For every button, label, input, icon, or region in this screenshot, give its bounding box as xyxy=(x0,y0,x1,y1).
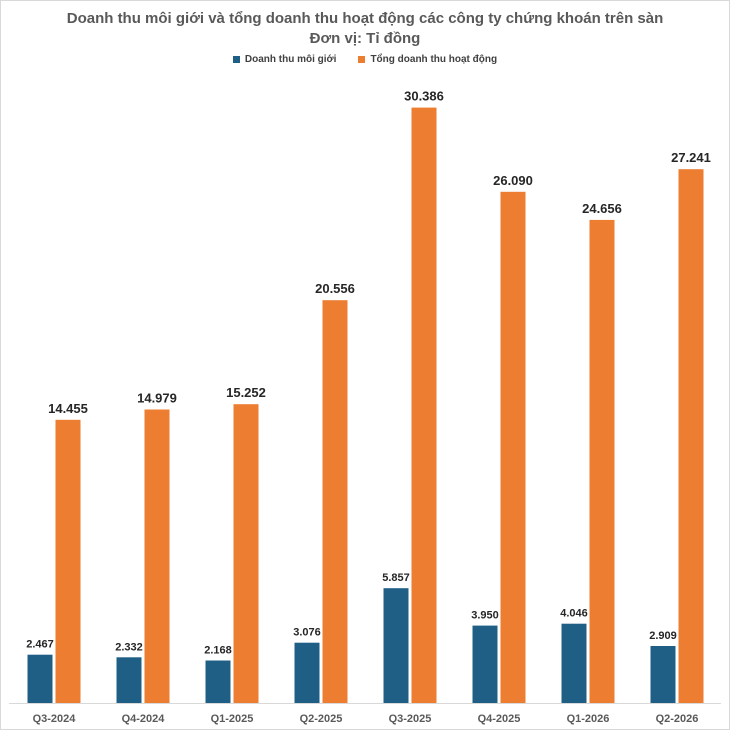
data-label-total-q4-2024: 14.979 xyxy=(137,391,177,406)
data-label-total-q2-2025: 20.556 xyxy=(315,281,355,296)
chart-legend: Doanh thu môi giới Tổng doanh thu hoạt đ… xyxy=(1,54,729,65)
bar-brokerage-q1-2026 xyxy=(561,623,587,703)
legend-item-brokerage: Doanh thu môi giới xyxy=(232,54,337,65)
bar-brokerage-q1-2025 xyxy=(205,660,231,703)
data-label-brokerage-q2-2025: 3.076 xyxy=(293,627,321,639)
data-label-brokerage-q4-2025: 3.950 xyxy=(471,610,499,622)
legend-label-total: Tổng doanh thu hoạt động xyxy=(370,54,498,65)
x-tick-label-q3-2025: Q3-2025 xyxy=(389,713,432,725)
bar-brokerage-q3-2024 xyxy=(27,654,53,703)
data-label-brokerage-q2-2026: 2.909 xyxy=(649,630,677,642)
bar-total-q4-2025 xyxy=(500,191,526,704)
data-label-total-q4-2025: 26.090 xyxy=(493,173,533,188)
bar-brokerage-q4-2024 xyxy=(116,657,142,703)
bar-total-q1-2026 xyxy=(589,219,615,703)
x-tick-label-q2-2025: Q2-2025 xyxy=(300,713,343,725)
data-label-total-q3-2025: 30.386 xyxy=(404,89,444,104)
legend-swatch-brokerage xyxy=(232,56,240,63)
bar-brokerage-q2-2025 xyxy=(294,642,320,703)
bar-brokerage-q2-2026 xyxy=(650,646,676,703)
data-label-brokerage-q1-2026: 4.046 xyxy=(560,608,588,620)
data-label-total-q1-2026: 24.656 xyxy=(582,201,622,216)
legend-label-brokerage: Doanh thu môi giới xyxy=(244,54,337,65)
data-label-total-q1-2025: 15.252 xyxy=(226,385,266,400)
data-label-brokerage-q3-2024: 2.467 xyxy=(26,639,54,651)
data-label-total-q2-2026: 27.241 xyxy=(671,150,711,165)
chart-subtitle: Đơn vị: Tỉ đồng xyxy=(309,30,421,47)
legend-swatch-total xyxy=(358,56,366,63)
x-tick-label-q1-2026: Q1-2026 xyxy=(567,713,610,725)
x-tick-label-q2-2026: Q2-2026 xyxy=(656,713,699,725)
bar-total-q2-2026 xyxy=(678,169,704,703)
bar-total-q4-2024 xyxy=(144,409,170,703)
bar-total-q3-2025 xyxy=(411,107,437,704)
data-label-brokerage-q1-2025: 2.168 xyxy=(204,645,232,657)
bar-total-q2-2025 xyxy=(322,300,348,703)
chart-title: Doanh thu môi giới và tổng doanh thu hoạ… xyxy=(66,10,664,27)
x-tick-label-q3-2024: Q3-2024 xyxy=(33,713,77,725)
x-tick-label-q4-2025: Q4-2025 xyxy=(478,713,521,725)
bar-total-q3-2024 xyxy=(55,419,81,703)
x-tick-label-q4-2024: Q4-2024 xyxy=(122,713,166,725)
bar-brokerage-q3-2025 xyxy=(383,588,409,703)
data-label-total-q3-2024: 14.455 xyxy=(48,401,88,416)
data-label-brokerage-q3-2025: 5.857 xyxy=(382,572,410,584)
legend-item-total: Tổng doanh thu hoạt động xyxy=(358,54,497,65)
bar-total-q1-2025 xyxy=(233,404,259,703)
bar-brokerage-q4-2025 xyxy=(472,625,498,703)
data-label-brokerage-q4-2024: 2.332 xyxy=(115,641,143,653)
x-tick-label-q1-2025: Q1-2025 xyxy=(211,713,254,725)
